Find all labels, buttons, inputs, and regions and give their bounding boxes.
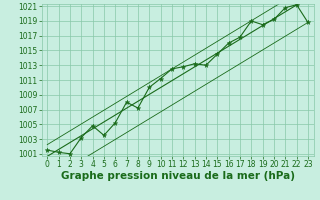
X-axis label: Graphe pression niveau de la mer (hPa): Graphe pression niveau de la mer (hPa) [60,171,295,181]
